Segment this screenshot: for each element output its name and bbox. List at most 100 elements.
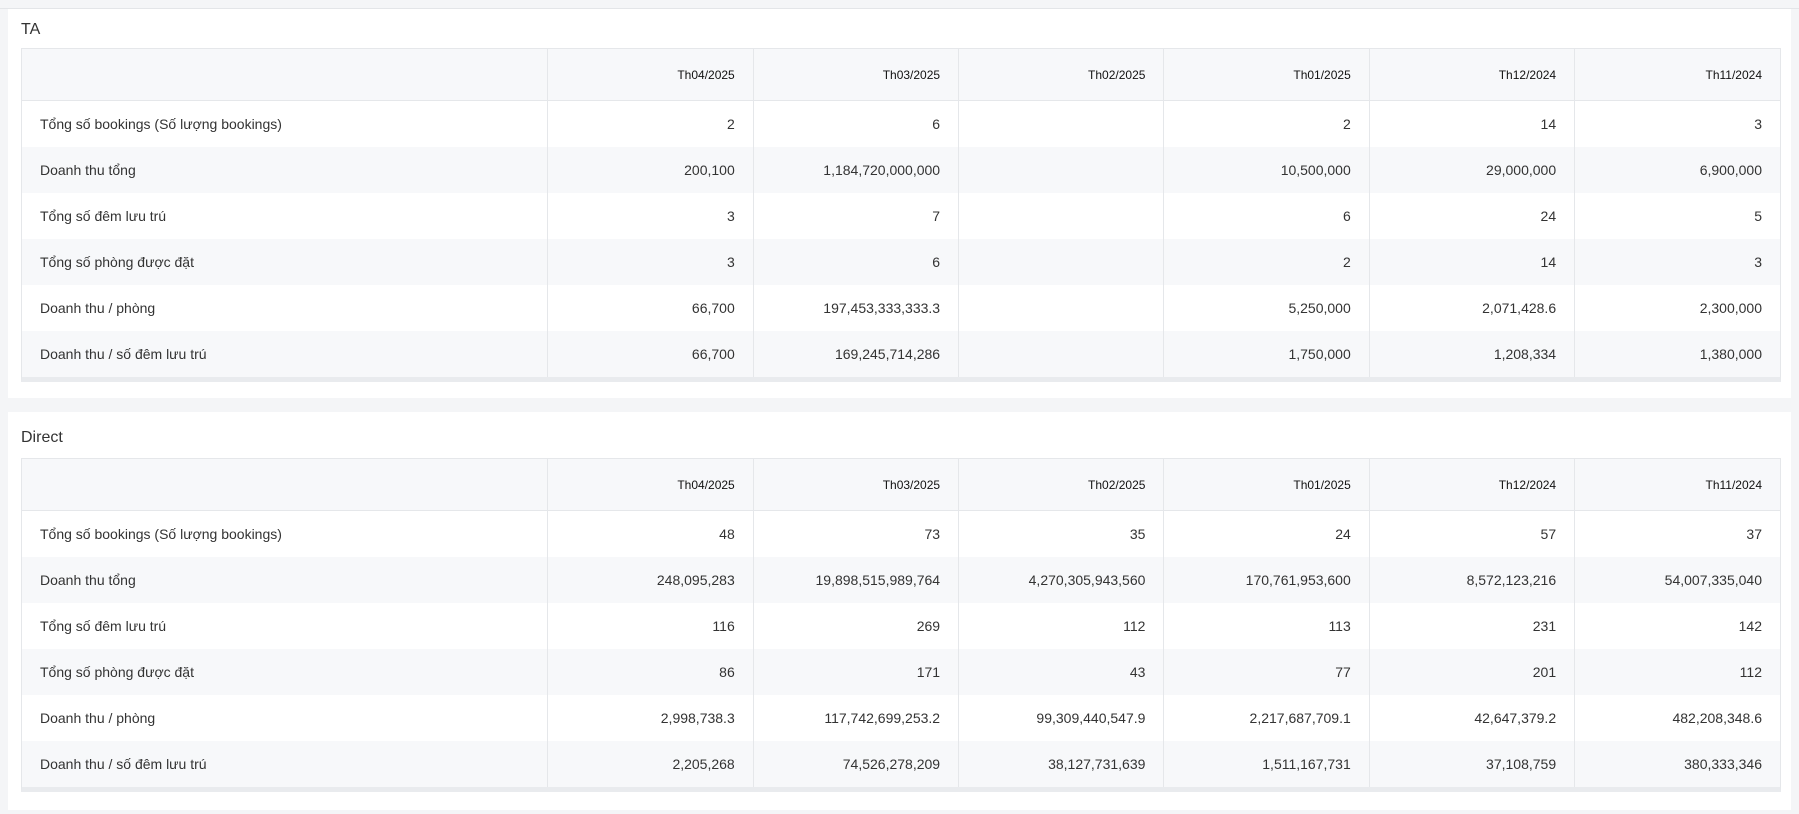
- table-cell: 48: [547, 510, 754, 557]
- column-header: Th12/2024: [1368, 49, 1575, 101]
- table-header-row: Th04/2025 Th03/2025 Th02/2025 Th01/2025 …: [22, 49, 1780, 101]
- table-cell: 73: [752, 510, 959, 557]
- section-card-direct: Direct Th04/2025 Th03/2025 Th02/2025 Th0…: [8, 412, 1791, 810]
- table-cell: 1,511,167,731: [1163, 741, 1370, 787]
- table-cell: 35: [958, 510, 1164, 557]
- row-label: Doanh thu / phòng: [22, 285, 548, 331]
- table-cell: [958, 193, 1164, 239]
- report-table-wrapper[interactable]: Th04/2025 Th03/2025 Th02/2025 Th01/2025 …: [21, 458, 1781, 792]
- table-cell: 2: [547, 100, 754, 147]
- table-cell: 5: [1574, 193, 1780, 239]
- table-cell: 171: [752, 649, 959, 695]
- table-cell: 112: [958, 603, 1164, 649]
- table-row: Tổng số đêm lưu trú 3 7 6 24 5: [22, 193, 1780, 239]
- table-cell: [958, 239, 1164, 285]
- table-row: Doanh thu / phòng 66,700 197,453,333,333…: [22, 285, 1780, 331]
- table-row: Tổng số bookings (Số lượng bookings) 48 …: [22, 510, 1780, 557]
- table-cell: 231: [1368, 603, 1575, 649]
- table-cell: 4,270,305,943,560: [958, 557, 1164, 603]
- row-label: Tổng số đêm lưu trú: [22, 603, 548, 649]
- row-label: Tổng số phòng được đặt: [22, 649, 548, 695]
- table-cell: 269: [752, 603, 959, 649]
- table-cell: 10,500,000: [1163, 147, 1370, 193]
- table-row: Tổng số phòng được đặt 3 6 2 14 3: [22, 239, 1780, 285]
- table-cell: 2,300,000: [1574, 285, 1780, 331]
- table-cell: 6: [752, 100, 959, 147]
- table-cell: 1,750,000: [1163, 331, 1370, 377]
- section-title: Direct: [21, 429, 63, 446]
- table-cell: 43: [958, 649, 1164, 695]
- table-cell: 14: [1368, 100, 1575, 147]
- table-row: Tổng số đêm lưu trú 116 269 112 113 231 …: [22, 603, 1780, 649]
- table-cell: 2,071,428.6: [1368, 285, 1575, 331]
- table-cell: 99,309,440,547.9: [958, 695, 1164, 741]
- table-cell: 1,380,000: [1574, 331, 1780, 377]
- row-label: Tổng số bookings (Số lượng bookings): [22, 510, 548, 557]
- table-cell: 169,245,714,286: [752, 331, 959, 377]
- row-label: Tổng số phòng được đặt: [22, 239, 548, 285]
- table-cell: 19,898,515,989,764: [752, 557, 959, 603]
- table-cell: 482,208,348.6: [1574, 695, 1780, 741]
- section-card-ta: TA Th04/2025 Th03/2025 Th02/2025 Th01/20…: [8, 9, 1791, 398]
- table-cell: 7: [752, 193, 959, 239]
- row-label: Doanh thu / phòng: [22, 695, 548, 741]
- row-label: Tổng số đêm lưu trú: [22, 193, 548, 239]
- header-label-cell: [22, 459, 548, 511]
- table-cell: 77: [1163, 649, 1370, 695]
- table-cell: 113: [1163, 603, 1370, 649]
- table-cell: 66,700: [547, 331, 754, 377]
- table-cell: 3: [547, 193, 754, 239]
- row-label: Doanh thu / số đêm lưu trú: [22, 331, 548, 377]
- row-label: Doanh thu tổng: [22, 147, 548, 193]
- column-header: Th12/2024: [1368, 459, 1575, 511]
- table-row: Doanh thu / phòng 2,998,738.3 117,742,69…: [22, 695, 1780, 741]
- column-header: Th11/2024: [1574, 459, 1780, 511]
- column-header: Th03/2025: [752, 49, 959, 101]
- table-cell: [958, 285, 1164, 331]
- table-header-row: Th04/2025 Th03/2025 Th02/2025 Th01/2025 …: [22, 459, 1780, 511]
- table-cell: 3: [1574, 100, 1780, 147]
- column-header: Th01/2025: [1163, 459, 1370, 511]
- table-cell: 1,184,720,000,000: [752, 147, 959, 193]
- table-cell: 54,007,335,040: [1574, 557, 1780, 603]
- table-cell: 2,217,687,709.1: [1163, 695, 1370, 741]
- table-cell: 200,100: [547, 147, 754, 193]
- column-header: Th03/2025: [752, 459, 959, 511]
- table-cell: 2: [1163, 239, 1370, 285]
- table-cell: 74,526,278,209: [752, 741, 959, 787]
- table-row: Doanh thu tổng 248,095,283 19,898,515,98…: [22, 557, 1780, 603]
- table-cell: 2,998,738.3: [547, 695, 754, 741]
- column-header: Th02/2025: [958, 459, 1164, 511]
- table-cell: 37,108,759: [1368, 741, 1575, 787]
- table-cell: 112: [1574, 649, 1780, 695]
- table-row: Doanh thu / số đêm lưu trú 66,700 169,24…: [22, 331, 1780, 377]
- column-header: Th04/2025: [547, 49, 754, 101]
- table-row: Tổng số bookings (Số lượng bookings) 2 6…: [22, 100, 1780, 147]
- table-cell: 6: [752, 239, 959, 285]
- table-cell: 5,250,000: [1163, 285, 1370, 331]
- table-cell: 1,208,334: [1368, 331, 1575, 377]
- table-cell: [958, 147, 1164, 193]
- table-cell: 66,700: [547, 285, 754, 331]
- table-cell: 38,127,731,639: [958, 741, 1164, 787]
- table-cell: 86: [547, 649, 754, 695]
- table-cell: 2: [1163, 100, 1370, 147]
- table-row: Doanh thu tổng 200,100 1,184,720,000,000…: [22, 147, 1780, 193]
- table-cell: 8,572,123,216: [1368, 557, 1575, 603]
- table-cell: 142: [1574, 603, 1780, 649]
- table-cell: 2,205,268: [547, 741, 754, 787]
- report-table: Th04/2025 Th03/2025 Th02/2025 Th01/2025 …: [22, 49, 1780, 377]
- table-cell: 248,095,283: [547, 557, 754, 603]
- table-cell: 3: [547, 239, 754, 285]
- header-label-cell: [22, 49, 548, 101]
- section-title: TA: [21, 21, 41, 38]
- table-cell: 24: [1368, 193, 1575, 239]
- table-cell: 116: [547, 603, 754, 649]
- table-cell: 117,742,699,253.2: [752, 695, 959, 741]
- table-cell: 170,761,953,600: [1163, 557, 1370, 603]
- table-cell: 24: [1163, 510, 1370, 557]
- report-table-wrapper[interactable]: Th04/2025 Th03/2025 Th02/2025 Th01/2025 …: [21, 48, 1781, 382]
- table-cell: 14: [1368, 239, 1575, 285]
- table-cell: 380,333,346: [1574, 741, 1780, 787]
- table-cell: 37: [1574, 510, 1780, 557]
